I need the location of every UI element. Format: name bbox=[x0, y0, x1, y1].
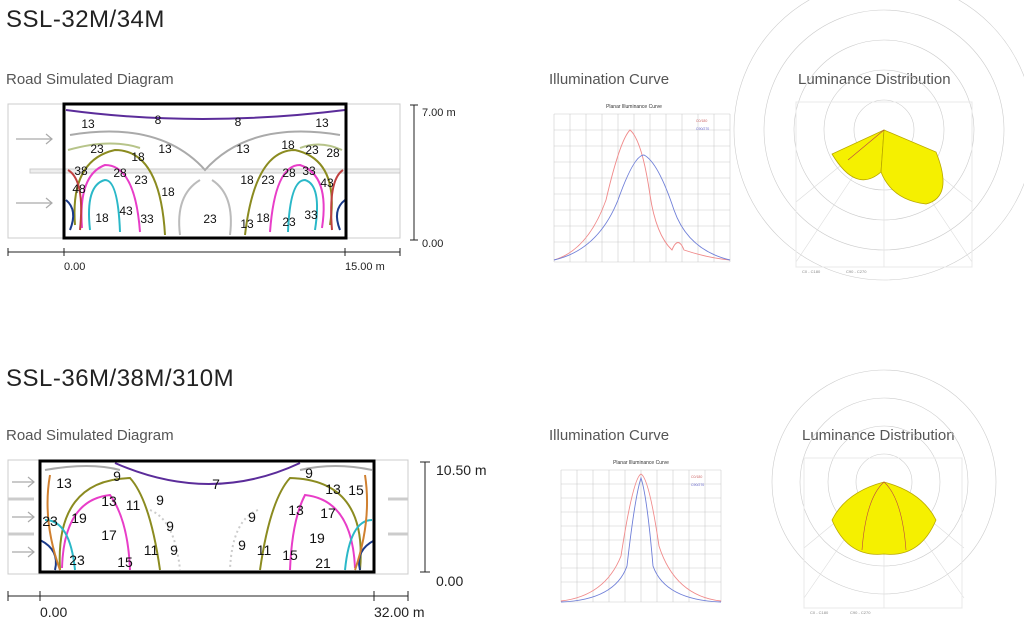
width-end-1: 15.00 m bbox=[345, 261, 385, 273]
contour-label: 33 bbox=[304, 208, 318, 222]
curve-c90-2 bbox=[560, 476, 722, 603]
height-bottom-1: 0.00 bbox=[422, 238, 443, 250]
contour-label: 13 bbox=[240, 217, 254, 231]
contour-label: 23 bbox=[134, 173, 148, 187]
width-start-2: 0.00 bbox=[40, 604, 67, 620]
contour-label: 28 bbox=[113, 166, 127, 180]
luminance-lobe-c0-1 bbox=[831, 129, 885, 181]
contour-label: 9 bbox=[156, 492, 164, 508]
contour-label: 11 bbox=[144, 542, 159, 558]
width-start-1: 0.00 bbox=[64, 261, 85, 273]
curve-title-1: Planar Illuminance Curve bbox=[606, 104, 662, 110]
curve-legend-c90-1: C90/270 bbox=[696, 127, 709, 131]
contour-label: 9 bbox=[166, 518, 174, 534]
road-caption-1: Road Simulated Diagram bbox=[6, 71, 174, 88]
contour-label: 18 bbox=[281, 138, 295, 152]
height-top-2: 10.50 m bbox=[436, 462, 487, 478]
curve-c0-1 bbox=[553, 129, 731, 261]
contour-label: 13 bbox=[81, 117, 95, 131]
lum-legend-c0-2: C0 - C180 bbox=[810, 610, 829, 615]
lum-legend-c90-1: C90 - C270 bbox=[846, 269, 867, 274]
illumination-curve-2: Planar Illuminance Curve C0/180 C90/270 bbox=[545, 456, 723, 612]
illumination-curve-1: Planar Illuminance Curve C0/180 C90/270 bbox=[538, 100, 734, 278]
luminance-lobe-c90-1 bbox=[880, 129, 944, 205]
contour-label: 23 bbox=[305, 143, 319, 157]
curve-caption-1: Illumination Curve bbox=[549, 71, 670, 88]
contour-label: 23 bbox=[282, 215, 296, 229]
contour-label: 13 bbox=[288, 502, 304, 518]
lum-legend-c0-1: C0 - C180 bbox=[802, 269, 821, 274]
curve-c90-1 bbox=[553, 154, 731, 261]
contour-label: 48 bbox=[72, 182, 86, 196]
curve-legend-c0-2: C0/180 bbox=[691, 475, 702, 479]
contour-label: 19 bbox=[71, 510, 87, 526]
contour-label: 9 bbox=[248, 509, 256, 525]
curve-caption-2: Illumination Curve bbox=[549, 427, 670, 444]
luminance-distribution-1: C0 - C180 C90 - C270 bbox=[733, 0, 1024, 281]
contour-label: 13 bbox=[101, 493, 117, 509]
contour-label: 23 bbox=[203, 212, 217, 226]
contour-label: 18 bbox=[256, 211, 270, 225]
road-diagram-2: 13 9 7 9 13 15 13 11 9 13 17 23 19 9 9 1… bbox=[7, 459, 487, 620]
contour-label: 8 bbox=[235, 115, 242, 129]
contour-label: 18 bbox=[131, 150, 145, 164]
contour-label: 15 bbox=[348, 482, 364, 498]
contour-label: 18 bbox=[161, 185, 175, 199]
luminance-distribution-2: C0 - C180 C90 - C270 bbox=[771, 369, 997, 615]
contour-label: 9 bbox=[113, 468, 121, 484]
contour-label: 15 bbox=[282, 547, 298, 563]
contour-label: 33 bbox=[140, 212, 154, 226]
luminance-lobe-2 bbox=[831, 481, 937, 555]
contour-label: 18 bbox=[240, 173, 254, 187]
contour-label: 33 bbox=[302, 164, 316, 178]
contour-label: 11 bbox=[257, 542, 272, 558]
curve-c0-2 bbox=[560, 473, 722, 602]
road-caption-2: Road Simulated Diagram bbox=[6, 427, 174, 444]
contour-label: 18 bbox=[95, 211, 109, 225]
contour-label: 13 bbox=[158, 142, 172, 156]
contour-label: 9 bbox=[305, 465, 313, 481]
contour-label: 23 bbox=[69, 552, 85, 568]
contour-label: 23 bbox=[90, 142, 104, 156]
width-end-2: 32.00 m bbox=[374, 604, 425, 620]
contour-label: 28 bbox=[326, 146, 340, 160]
contour-label: 23 bbox=[42, 513, 58, 529]
lum-caption-1: Luminance Distribution bbox=[798, 71, 951, 88]
contour-label: 28 bbox=[282, 166, 296, 180]
curve-legend-c0-1: C0/180 bbox=[696, 119, 707, 123]
contour-label: 43 bbox=[320, 176, 334, 190]
height-bottom-2: 0.00 bbox=[436, 573, 463, 589]
contour-label: 15 bbox=[117, 554, 133, 570]
contour-label: 13 bbox=[315, 116, 329, 130]
curve-title-2: Planar Illuminance Curve bbox=[613, 460, 669, 466]
height-top-1: 7.00 m bbox=[422, 107, 456, 119]
contour-label: 17 bbox=[101, 527, 117, 543]
contour-label: 13 bbox=[236, 142, 250, 156]
road-diagram-1: 8 8 13 13 13 13 23 18 18 23 28 38 28 23 … bbox=[7, 102, 456, 273]
contour-label: 19 bbox=[309, 530, 325, 546]
contour-label: 23 bbox=[261, 173, 275, 187]
lum-caption-2: Luminance Distribution bbox=[802, 427, 955, 444]
contour-label: 13 bbox=[325, 481, 341, 497]
contour-label: 13 bbox=[56, 475, 72, 491]
model-title-1: SSL-32M/34M bbox=[6, 6, 165, 33]
contour-label: 21 bbox=[315, 555, 331, 571]
contour-label: 9 bbox=[170, 542, 178, 558]
contour-label: 17 bbox=[320, 505, 336, 521]
curve-legend-c90-2: C90/270 bbox=[691, 483, 704, 487]
model-title-2: SSL-36M/38M/310M bbox=[6, 365, 235, 392]
contour-label: 7 bbox=[212, 476, 220, 492]
contour-label: 38 bbox=[74, 164, 88, 178]
contour-label: 9 bbox=[238, 537, 246, 553]
contour-label: 11 bbox=[126, 497, 141, 513]
contour-label: 43 bbox=[119, 204, 133, 218]
lum-legend-c90-2: C90 - C270 bbox=[850, 610, 871, 615]
contour-label: 8 bbox=[155, 113, 162, 127]
